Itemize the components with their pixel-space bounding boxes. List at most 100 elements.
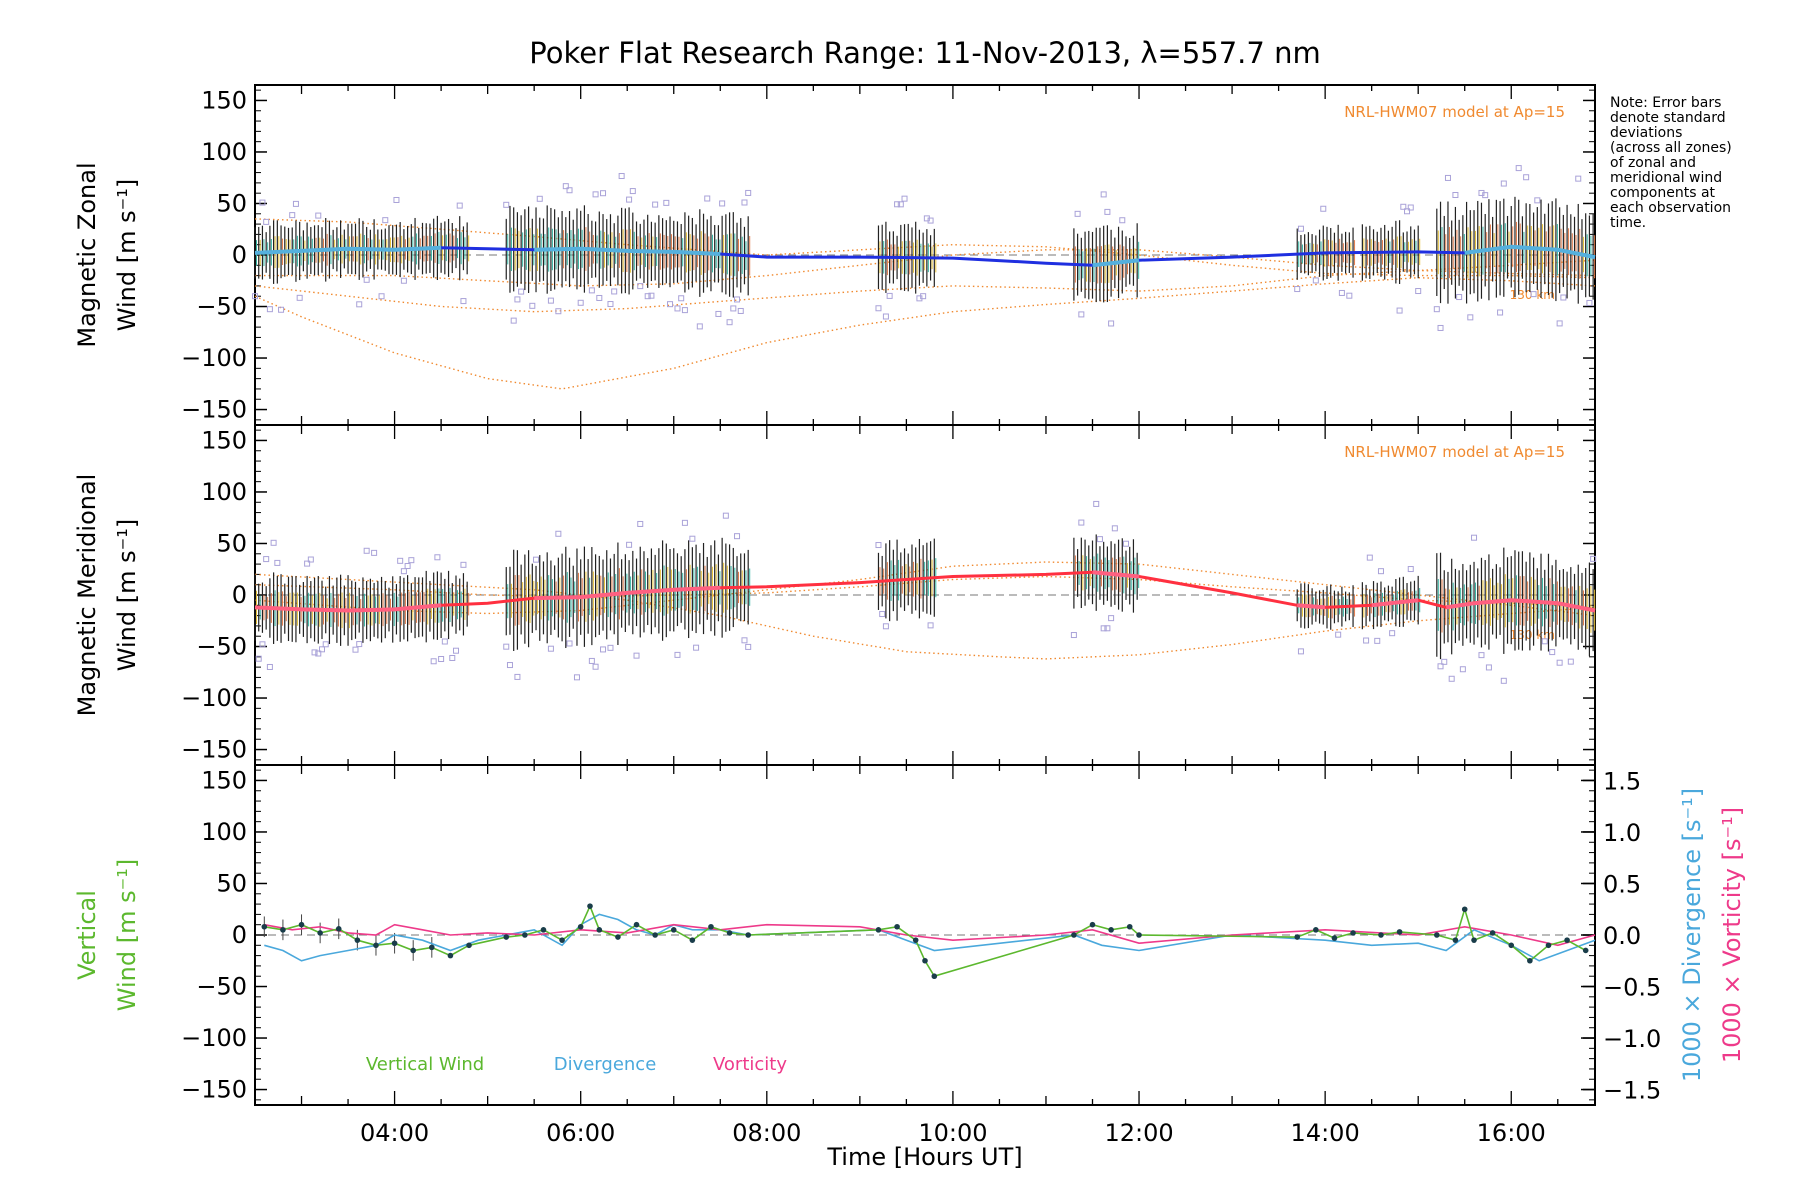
scatter-point (1556, 320, 1563, 327)
scatter-point (652, 201, 659, 208)
vertical-wind-point (615, 934, 621, 940)
scatter-point (1433, 306, 1440, 313)
scatter-point (460, 298, 467, 305)
scatter-point (547, 297, 554, 304)
vertical-wind-point (745, 932, 751, 938)
scatter-point (745, 189, 752, 196)
scatter-point (400, 568, 407, 575)
mean-line-observed (1445, 598, 1596, 613)
vertical-wind-point (298, 921, 305, 928)
scatter-point (897, 201, 904, 208)
vertical-wind-point (1471, 937, 1477, 943)
vertical-wind-point (577, 923, 584, 930)
mean-line-observed (534, 246, 721, 256)
y-tick-label: 50 (216, 869, 247, 897)
legend-entry: Vorticity (713, 1054, 787, 1075)
scatter-point (514, 673, 521, 680)
scatter-point (1534, 197, 1541, 204)
scatter-point (1374, 637, 1381, 644)
scatter-point (506, 662, 513, 669)
scatter-point (266, 306, 273, 313)
scatter-point (882, 623, 889, 630)
y-axis-label-vertical-units: Wind [m s⁻¹] (113, 859, 141, 1011)
scatter-point (263, 218, 270, 225)
scatter-point (1444, 174, 1451, 181)
scatter-point (637, 520, 644, 527)
note-line: Note: Error bars (1610, 95, 1722, 111)
vertical-wind-point (1378, 932, 1384, 938)
right-y-tick-label: 0.0 (1603, 922, 1641, 950)
note-line: each observation (1610, 200, 1732, 216)
model-curve (254, 259, 1596, 313)
model-curve (254, 276, 1596, 390)
y-tick-label: 0 (232, 581, 247, 609)
vertical-wind-point (1582, 947, 1589, 954)
scatter-point (901, 195, 908, 202)
scatter-point (875, 305, 882, 312)
scatter-point (927, 217, 934, 224)
scatter-point (1500, 677, 1507, 684)
scatter-point (1530, 291, 1537, 298)
scatter-point (304, 560, 311, 567)
scatter-point (1377, 568, 1384, 575)
scatter-point (588, 657, 595, 664)
scatter-point (633, 652, 640, 659)
scatter-point (1407, 204, 1414, 211)
vertical-wind-point (335, 926, 342, 932)
scatter-point (1400, 203, 1407, 210)
scatter-point (681, 307, 688, 314)
right-y-tick-label: 0.5 (1603, 870, 1641, 898)
x-tick-label: 16:00 (1477, 1119, 1546, 1147)
scatter-point (737, 307, 744, 314)
scatter-point (1100, 191, 1107, 198)
scatter-point (1456, 294, 1463, 301)
y-tick-label: 100 (201, 478, 247, 506)
error-bar-note: Note: Error bars denote standard deviation… (1610, 96, 1790, 231)
model-curve (254, 218, 1596, 279)
vertical-wind-point (1489, 930, 1496, 936)
scatter-point (741, 199, 748, 206)
scatter-point (1108, 320, 1115, 327)
y-tick-label: −100 (181, 684, 247, 712)
scatter-point (307, 556, 314, 563)
scatter-point (1523, 174, 1530, 181)
scatter-point (667, 301, 674, 308)
scatter-point (266, 663, 273, 670)
scatter-point (689, 535, 696, 542)
x-tick-label: 08:00 (732, 1119, 801, 1147)
scatter-point (1070, 632, 1077, 639)
scatter-point (693, 644, 700, 651)
scatter-point (1485, 664, 1492, 671)
scatter-point (577, 299, 584, 306)
scatter-point (1111, 525, 1118, 532)
right-y-tick-label: −1.0 (1603, 1025, 1661, 1053)
scatter-point (408, 557, 415, 564)
scatter-point (1108, 615, 1115, 622)
scatter-point (1119, 217, 1126, 224)
mean-line-observed (254, 603, 442, 613)
scatter-point (555, 530, 562, 537)
vertical-wind-point (922, 957, 928, 964)
scatter-point (1320, 205, 1327, 212)
y-axis-label-zonal-units: Wind [m s⁻¹] (113, 179, 141, 331)
vertical-wind-point (708, 923, 714, 930)
right-axis-label-divergence: 1000 × Divergence [s⁻¹] (1678, 788, 1706, 1082)
vertical-wind-point (1508, 942, 1515, 949)
vertical-wind-point (633, 921, 640, 928)
scatter-point (449, 654, 456, 661)
divergence-line (264, 913, 1596, 962)
y-axis-label-meridional: Magnetic Meridional (73, 474, 101, 717)
scatter-point (1078, 519, 1085, 526)
scatter-point (611, 288, 618, 295)
scatter-point (292, 200, 299, 207)
scatter-point (1338, 289, 1345, 296)
vertical-wind-point (894, 923, 900, 930)
scatter-point (1104, 208, 1111, 215)
scatter-point (875, 542, 882, 549)
x-axis-label: Time [Hours UT] (826, 1143, 1022, 1171)
scatter-point (289, 212, 296, 219)
x-tick-label: 10:00 (918, 1119, 987, 1147)
scatter-point (453, 647, 459, 654)
vertical-wind-point (689, 937, 696, 943)
right-y-tick-label: 1.0 (1603, 819, 1641, 847)
